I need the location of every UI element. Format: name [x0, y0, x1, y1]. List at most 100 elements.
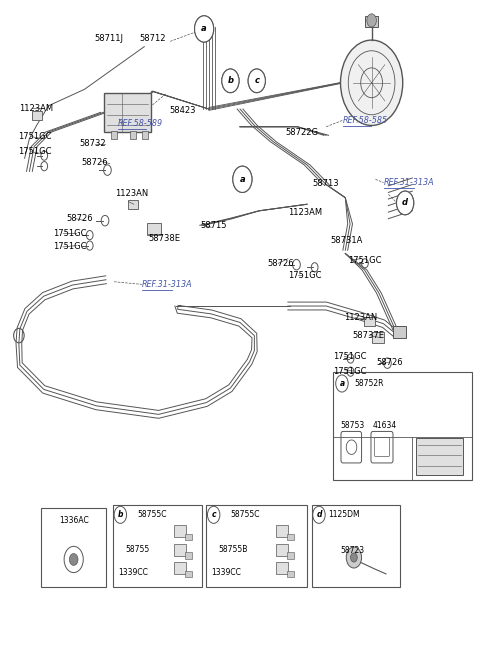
Circle shape — [233, 166, 252, 192]
Circle shape — [248, 69, 265, 93]
Text: 1751GC: 1751GC — [333, 352, 367, 361]
Circle shape — [350, 553, 357, 562]
Text: 58715: 58715 — [201, 220, 227, 230]
Text: b: b — [228, 76, 233, 86]
Text: d: d — [402, 199, 408, 207]
Bar — [185, 570, 192, 577]
Text: 58423: 58423 — [169, 106, 196, 115]
Circle shape — [233, 166, 252, 192]
Bar — [206, 505, 307, 587]
Text: 58737E: 58737E — [352, 331, 384, 340]
Circle shape — [340, 40, 403, 126]
Text: 58726: 58726 — [268, 259, 294, 268]
Text: 58711J: 58711J — [94, 34, 123, 43]
FancyBboxPatch shape — [416, 438, 463, 475]
Bar — [287, 552, 294, 559]
Text: 58713: 58713 — [313, 179, 339, 188]
Bar — [364, 316, 375, 326]
Bar — [104, 93, 152, 132]
Bar — [185, 552, 192, 559]
Text: 1123AM: 1123AM — [19, 104, 53, 113]
Text: a: a — [240, 175, 245, 184]
Circle shape — [70, 553, 78, 565]
Bar — [41, 508, 106, 587]
Bar — [276, 562, 288, 574]
Text: a: a — [201, 24, 207, 34]
Text: 1339CC: 1339CC — [118, 568, 148, 577]
Text: b: b — [118, 511, 123, 519]
Text: REF.58-585: REF.58-585 — [343, 116, 388, 125]
Circle shape — [248, 69, 265, 93]
Text: 58723: 58723 — [340, 546, 365, 555]
Bar — [276, 525, 288, 537]
Text: c: c — [254, 76, 259, 86]
Text: 58755B: 58755B — [218, 545, 248, 554]
Text: 58731A: 58731A — [330, 236, 362, 245]
Bar — [142, 131, 148, 139]
Text: 1123AN: 1123AN — [115, 189, 148, 197]
Text: 1336AC: 1336AC — [59, 516, 88, 524]
Text: d: d — [316, 511, 322, 519]
Circle shape — [346, 547, 361, 568]
Text: 58755: 58755 — [125, 545, 149, 554]
Text: 1123AN: 1123AN — [344, 313, 378, 322]
Circle shape — [367, 14, 376, 27]
Bar — [287, 534, 294, 540]
Text: REF.31-313A: REF.31-313A — [384, 178, 434, 187]
Circle shape — [222, 69, 239, 93]
Text: 1751GC: 1751GC — [53, 228, 87, 238]
Text: 58752R: 58752R — [354, 379, 384, 388]
Bar — [287, 570, 294, 577]
Bar — [276, 544, 288, 555]
Text: 58726: 58726 — [67, 215, 94, 223]
Text: REF.58-589: REF.58-589 — [118, 119, 163, 128]
Text: c: c — [211, 511, 216, 519]
Text: a: a — [339, 379, 345, 388]
Text: 1751GC: 1751GC — [18, 132, 52, 141]
Circle shape — [194, 16, 214, 42]
Bar — [174, 544, 186, 555]
Text: c: c — [254, 76, 259, 86]
Text: 1751GC: 1751GC — [18, 147, 52, 156]
Bar — [128, 200, 138, 209]
Text: a: a — [201, 24, 207, 34]
Text: 58722G: 58722G — [286, 128, 318, 136]
Text: 41634: 41634 — [372, 421, 396, 430]
Text: 58712: 58712 — [140, 34, 166, 43]
Text: 58755C: 58755C — [230, 511, 260, 519]
Circle shape — [396, 191, 414, 215]
Text: 1125DM: 1125DM — [328, 511, 360, 519]
Circle shape — [396, 191, 414, 215]
Bar — [147, 223, 160, 235]
Bar — [130, 131, 136, 139]
Text: 58726: 58726 — [81, 158, 108, 166]
Text: b: b — [228, 76, 233, 86]
Circle shape — [222, 69, 239, 93]
Bar — [113, 505, 202, 587]
Text: REF.31-313A: REF.31-313A — [142, 280, 192, 289]
Text: 1751GC: 1751GC — [348, 256, 381, 265]
Text: 58738E: 58738E — [148, 234, 180, 243]
Bar — [312, 505, 400, 587]
Bar — [32, 111, 42, 120]
Text: 1339CC: 1339CC — [211, 568, 241, 577]
Circle shape — [194, 16, 214, 42]
Text: 1751GC: 1751GC — [288, 271, 322, 280]
Bar — [174, 525, 186, 537]
Bar — [372, 332, 384, 343]
Bar — [393, 326, 406, 338]
Text: 58753: 58753 — [341, 421, 365, 430]
Text: 58755C: 58755C — [137, 511, 167, 519]
Text: 58726: 58726 — [376, 358, 403, 367]
Text: 58732: 58732 — [80, 139, 106, 148]
Text: 1751GC: 1751GC — [53, 242, 87, 251]
Bar — [365, 16, 378, 27]
Bar — [185, 534, 192, 540]
Bar — [111, 131, 117, 139]
Bar — [333, 372, 472, 480]
Bar — [174, 562, 186, 574]
Text: 1751GC: 1751GC — [333, 367, 367, 376]
Text: a: a — [240, 175, 245, 184]
Text: 1123AM: 1123AM — [288, 208, 322, 216]
Text: d: d — [402, 199, 408, 207]
